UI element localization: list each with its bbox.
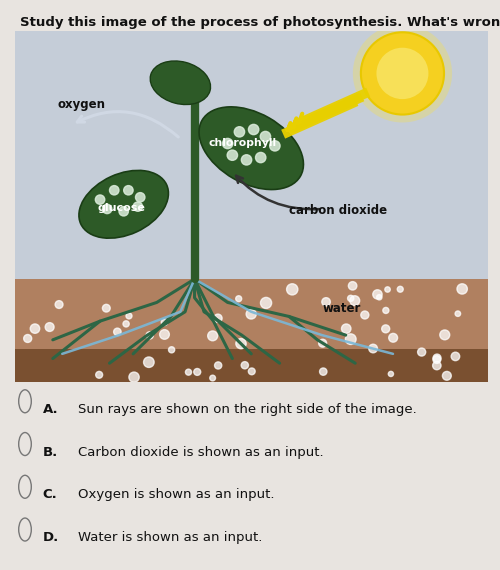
Circle shape: [382, 325, 390, 333]
Circle shape: [242, 154, 252, 165]
Circle shape: [451, 352, 460, 361]
Circle shape: [376, 48, 428, 99]
Circle shape: [442, 372, 452, 380]
Text: B.: B.: [42, 446, 58, 459]
Text: glucose: glucose: [98, 203, 146, 213]
Circle shape: [102, 304, 110, 312]
Circle shape: [45, 323, 54, 332]
Circle shape: [236, 339, 246, 349]
Circle shape: [136, 193, 145, 202]
Circle shape: [160, 329, 170, 339]
Circle shape: [24, 335, 32, 343]
Ellipse shape: [79, 170, 168, 238]
Text: Carbon dioxide is shown as an input.: Carbon dioxide is shown as an input.: [78, 446, 323, 459]
Circle shape: [144, 357, 154, 368]
Circle shape: [96, 195, 105, 204]
Circle shape: [119, 206, 128, 216]
Text: oxygen: oxygen: [58, 99, 106, 112]
Circle shape: [146, 332, 154, 339]
Circle shape: [161, 319, 168, 325]
Circle shape: [208, 331, 218, 341]
Circle shape: [388, 371, 394, 377]
Circle shape: [348, 295, 354, 302]
Text: C.: C.: [42, 488, 57, 502]
Circle shape: [55, 300, 63, 308]
Circle shape: [418, 348, 426, 356]
Circle shape: [124, 186, 133, 195]
Circle shape: [373, 290, 382, 299]
Circle shape: [369, 344, 378, 353]
Text: water: water: [322, 302, 360, 315]
Circle shape: [222, 139, 233, 149]
Circle shape: [342, 324, 351, 333]
Circle shape: [168, 347, 174, 353]
Circle shape: [455, 311, 460, 316]
Circle shape: [440, 330, 450, 340]
Circle shape: [346, 334, 356, 344]
Circle shape: [123, 321, 129, 327]
Circle shape: [376, 295, 382, 300]
Circle shape: [114, 328, 121, 336]
Circle shape: [227, 150, 237, 160]
Circle shape: [248, 124, 259, 135]
Circle shape: [256, 152, 266, 162]
Ellipse shape: [150, 61, 210, 104]
Circle shape: [186, 369, 192, 375]
Circle shape: [350, 296, 360, 306]
Circle shape: [433, 354, 441, 362]
Circle shape: [110, 186, 119, 195]
Circle shape: [361, 32, 444, 115]
Circle shape: [385, 287, 390, 292]
Circle shape: [432, 361, 441, 370]
Text: Water is shown as an input.: Water is shown as an input.: [78, 531, 262, 544]
Circle shape: [320, 368, 327, 375]
Ellipse shape: [199, 107, 304, 190]
Bar: [15, 279, 488, 382]
Circle shape: [433, 356, 441, 364]
Circle shape: [397, 286, 403, 292]
Text: D.: D.: [42, 531, 59, 544]
Circle shape: [322, 298, 330, 306]
Circle shape: [214, 314, 222, 323]
Circle shape: [457, 284, 468, 294]
Circle shape: [129, 372, 139, 382]
Circle shape: [210, 375, 216, 381]
Circle shape: [126, 313, 132, 319]
Circle shape: [348, 282, 357, 290]
Circle shape: [388, 333, 398, 342]
Circle shape: [102, 204, 112, 214]
Circle shape: [30, 324, 40, 333]
Circle shape: [241, 361, 248, 369]
Circle shape: [234, 127, 244, 137]
Circle shape: [260, 298, 272, 308]
Circle shape: [286, 284, 298, 295]
Text: Study this image of the process of photosynthesis. What's wrong w: Study this image of the process of photo…: [20, 16, 500, 29]
Circle shape: [214, 362, 222, 369]
Circle shape: [361, 311, 369, 319]
Text: Sun rays are shown on the right side of the image.: Sun rays are shown on the right side of …: [78, 403, 416, 416]
Circle shape: [194, 368, 200, 376]
Circle shape: [318, 339, 326, 347]
Circle shape: [246, 309, 256, 319]
Text: carbon dioxide: carbon dioxide: [289, 203, 387, 217]
Circle shape: [260, 131, 270, 142]
Circle shape: [248, 368, 255, 374]
Circle shape: [96, 372, 102, 378]
Text: Oxygen is shown as an input.: Oxygen is shown as an input.: [78, 488, 274, 502]
Bar: [15, 349, 488, 382]
Circle shape: [133, 202, 142, 211]
Circle shape: [353, 25, 452, 123]
Circle shape: [236, 296, 242, 302]
Circle shape: [383, 307, 389, 314]
Circle shape: [270, 141, 280, 151]
Text: A.: A.: [42, 403, 58, 416]
Text: chlorophyll: chlorophyll: [208, 138, 277, 148]
